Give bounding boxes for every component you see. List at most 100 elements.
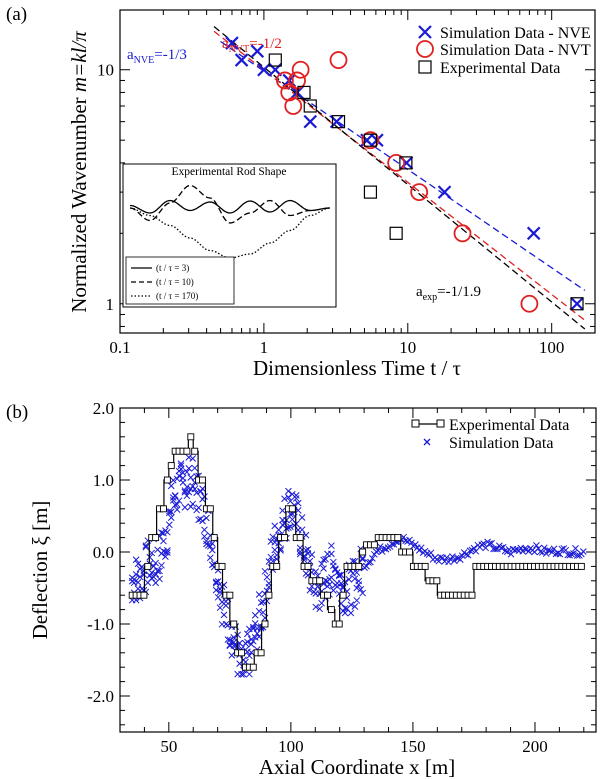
point-sim-b [347,601,355,609]
point-sim-b [152,559,159,567]
point-sim-b [464,551,472,559]
point-sim-b [267,553,275,561]
point-sim-b [255,591,263,598]
point-sim-b [312,603,320,611]
point-nvt [387,153,406,172]
point-sim-b [326,581,333,588]
point-exp-b [206,505,214,513]
point-sim-b [281,495,288,503]
point-exp-b [265,591,273,599]
point-sim-b [423,550,431,557]
point-sim-b [214,593,222,601]
point-sim-b [351,603,359,610]
point-exp-b [160,505,167,513]
point-sim-b [337,571,345,579]
point-exp-b [339,591,347,599]
point-nve [250,44,265,58]
point-sim-b [249,623,257,631]
point-exp-b [238,649,246,657]
point-sim-b [195,504,202,512]
point-nvt [276,71,294,90]
point-sim-b [201,526,208,534]
point-sim-b [263,573,271,581]
point-exp-b [324,591,331,599]
point-sim-b [568,550,575,558]
point-sim-b [142,542,150,549]
inset-curve [129,184,330,224]
point-sim-b [238,670,245,678]
x-tick-label-a: 0.1 [109,338,130,357]
point-sim-b [353,597,361,604]
point-exp-b [226,591,234,599]
point-sim-b [247,640,255,648]
point-sim-b [230,642,238,649]
point-nvt [453,224,472,243]
point-sim-b [183,483,191,491]
point-sim-b [359,556,366,563]
point-sim-b [574,552,581,559]
point-sim-b [173,475,181,483]
point-sim-b [167,514,175,521]
point-sim-b [187,474,195,481]
point-sim-b [181,503,189,511]
point-nvt [291,60,310,79]
point-sim-b [443,554,450,561]
point-sim-b [408,539,415,547]
point-sim-b [497,544,505,552]
point-exp [331,115,346,129]
point-exp-b [210,534,218,542]
point-sim-b [300,552,308,560]
legend-label-exp: Experimental Data [440,60,560,77]
point-sim-b [195,516,202,524]
point-sim-b [167,482,175,490]
point-sim-b [136,573,144,581]
point-sim-b [328,574,335,581]
legend-marker-exp-b-right [436,419,445,428]
point-sim-b [150,573,158,581]
point-sim-b [165,509,173,517]
legend-label-exp-b: Experimental Data [449,417,569,434]
point-sim-b [335,572,343,580]
point-sim-b [458,552,466,560]
point-sim-b [499,543,507,551]
point-sim-b [169,476,177,484]
point-nve [257,62,271,77]
point-sim-b [451,557,458,565]
point-sim-b [130,576,138,583]
point-sim-b [261,614,269,622]
point-exp-b [257,649,265,657]
point-sim-b [548,548,556,556]
point-sim-b [298,526,306,534]
point-sim-b [132,571,140,578]
inset-legend-label-3: (t / τ = 3) [156,263,189,273]
point-sim-b [165,521,173,529]
point-sim-b [376,543,384,550]
point-sim-b [304,550,312,557]
point-exp-b [273,562,281,570]
point-sim-b [164,549,171,556]
point-exp [297,85,311,100]
panel-a-ticks: 0.1 1 10 100 1 10 [97,10,596,357]
point-sim-b [285,487,292,495]
point-sim-b [357,586,365,593]
point-nve [570,296,584,311]
point-sim-b [427,549,435,557]
legend-marker-exp-b-left [411,419,420,428]
point-sim-b [329,562,337,570]
point-sim-b [167,508,175,516]
point-nve [303,114,318,129]
point-sim-b [566,551,573,559]
point-sim-b [285,493,292,501]
point-sim-b [579,548,587,555]
point-sim-b [251,620,259,627]
point-exp-b [335,620,343,628]
x-tick-label-a: 1 [260,338,269,357]
point-sim-b [191,464,199,472]
point-sim-b [331,566,339,574]
point-exp-b [281,534,288,542]
point-exp [363,133,378,147]
point-sim-b [337,580,345,587]
point-exp-b [187,433,195,441]
point-sim-b [359,554,366,562]
